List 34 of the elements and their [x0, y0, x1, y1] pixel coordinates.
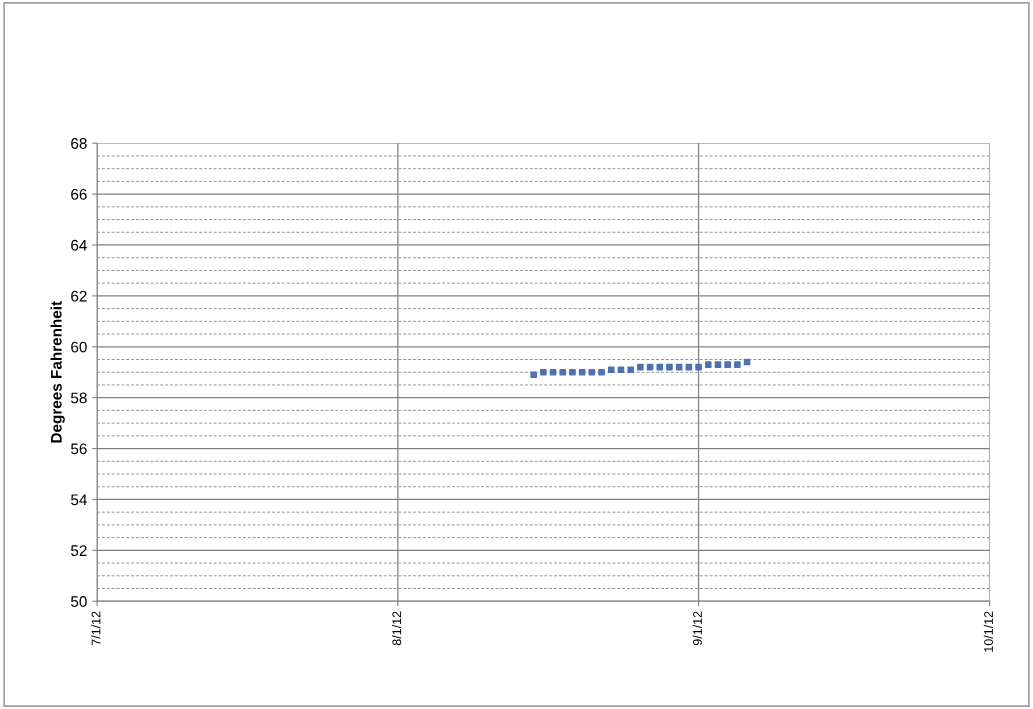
- x-tick-label: 7/1/12: [91, 611, 101, 646]
- y-tick-label: 50: [71, 596, 87, 607]
- point: [695, 363, 702, 371]
- point: [656, 363, 664, 371]
- x-tick-label: 9/1/12: [692, 611, 702, 646]
- point: [540, 368, 547, 376]
- point: [617, 366, 625, 373]
- point: [530, 371, 537, 379]
- y-tick-label: 54: [71, 494, 87, 506]
- point: [607, 366, 615, 373]
- point: [588, 368, 596, 376]
- y-axis-title: Degrees Fahrenheit: [50, 301, 65, 443]
- point: [569, 368, 576, 376]
- y-tick-label: 66: [71, 188, 87, 200]
- point: [714, 361, 722, 368]
- point: [598, 368, 605, 376]
- point: [734, 361, 741, 368]
- y-tick-label: 58: [71, 392, 87, 404]
- y-tick-label: 62: [71, 290, 87, 302]
- y-tick-label: 56: [71, 443, 87, 455]
- point: [637, 363, 644, 371]
- point: [666, 363, 673, 371]
- point: [549, 368, 557, 376]
- y-tick-label: 68: [71, 138, 87, 149]
- point: [724, 361, 731, 368]
- y-tick-label: 60: [71, 341, 87, 353]
- x-tick-label: 10/1/12: [983, 611, 993, 652]
- point: [578, 368, 586, 376]
- y-tick-label: 52: [71, 545, 87, 557]
- y-tick-label: 64: [71, 239, 87, 251]
- x-tick-label: 8/1/12: [392, 611, 402, 646]
- point: [559, 368, 567, 376]
- point: [704, 361, 712, 368]
- point: [627, 366, 634, 373]
